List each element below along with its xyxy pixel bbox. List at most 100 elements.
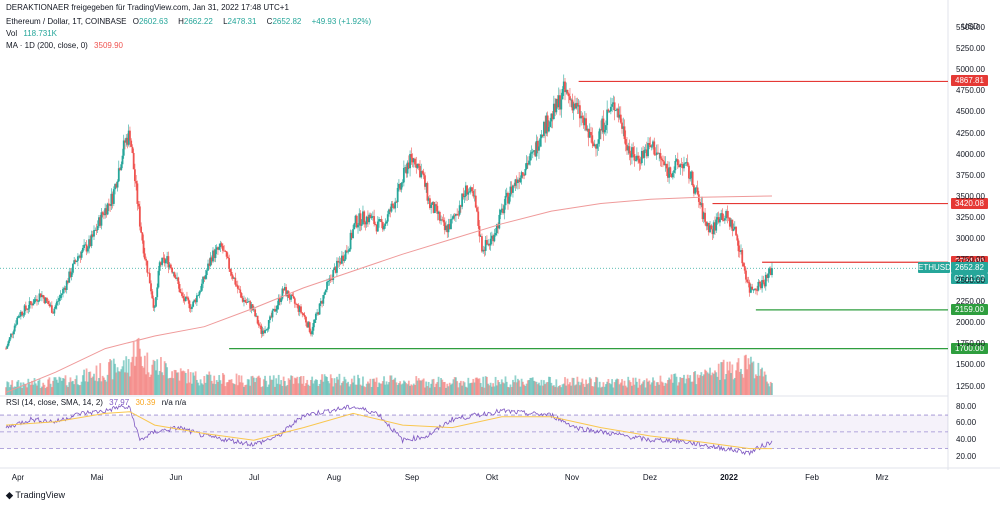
volume-bar <box>525 383 528 395</box>
candle <box>733 226 736 230</box>
candle <box>168 264 171 268</box>
volume-bar <box>231 383 234 395</box>
volume-bar <box>262 379 265 395</box>
volume-bar <box>287 378 290 395</box>
candle <box>224 250 227 252</box>
tradingview-brand: TradingView <box>15 490 65 500</box>
volume-bar <box>429 387 431 395</box>
candle <box>507 192 509 204</box>
volume-bar <box>205 374 208 395</box>
volume-bar <box>312 383 315 395</box>
volume-bar <box>298 376 301 395</box>
candle <box>497 224 499 229</box>
volume-bar <box>378 382 380 395</box>
candle <box>243 299 245 302</box>
candle <box>740 250 742 252</box>
candle <box>176 277 178 279</box>
legend-rsi-line[interactable]: RSI (14, close, SMA, 14, 2) 37.97 30.39 … <box>6 398 190 407</box>
volume-bar <box>665 383 668 395</box>
volume-bar <box>125 356 128 395</box>
candle <box>238 288 240 290</box>
candle <box>472 191 475 197</box>
candle <box>252 309 255 311</box>
legend-symbol-line[interactable]: Ethereum / Dollar, 1T, COINBASE O2602.63… <box>6 17 375 26</box>
candle <box>658 153 661 154</box>
candle <box>380 219 383 223</box>
candle <box>343 259 346 261</box>
volume-bar <box>75 375 78 395</box>
candle <box>593 144 596 147</box>
ohlc-close-label: C <box>266 17 273 26</box>
candle <box>531 151 534 153</box>
volume-bar <box>137 337 140 395</box>
volume-bar <box>695 384 698 395</box>
volume-bar <box>617 379 620 395</box>
candle <box>653 141 656 155</box>
volume-bar <box>143 355 146 395</box>
volume-bar <box>358 378 361 395</box>
candle <box>555 98 558 113</box>
volume-bar <box>493 386 496 395</box>
volume-bar <box>737 358 740 395</box>
volume-bar <box>427 381 430 395</box>
candle <box>327 280 330 282</box>
volume-bar <box>722 359 725 395</box>
legend-ma-line[interactable]: MA · 1D (200, close, 0) 3509.90 <box>6 41 127 50</box>
candle <box>124 140 126 143</box>
candle <box>174 277 177 279</box>
volume-bar <box>354 384 357 395</box>
volume-bar <box>333 378 336 395</box>
candle <box>400 182 403 190</box>
volume-bar <box>754 374 757 395</box>
volume-bar <box>520 378 523 395</box>
y-tick-label: 1250.00 <box>956 381 985 391</box>
legend-volume-line[interactable]: Vol 118.731K <box>6 29 61 38</box>
candle <box>670 173 673 178</box>
y-tick-label: 3000.00 <box>956 233 985 243</box>
volume-bar <box>217 381 219 395</box>
candle <box>166 256 169 261</box>
candle <box>116 181 119 188</box>
volume-bar <box>7 382 10 395</box>
volume-bar <box>24 384 27 395</box>
volume-bar <box>365 383 368 395</box>
volume-bar <box>152 359 155 395</box>
symbol-name[interactable]: Ethereum / Dollar, 1T, COINBASE <box>6 17 127 26</box>
ma-label[interactable]: MA · 1D (200, close, 0) <box>6 41 88 50</box>
volume-bar <box>53 377 56 395</box>
candle <box>483 249 486 251</box>
candle <box>675 159 678 161</box>
volume-bar <box>202 384 204 395</box>
candle <box>256 315 259 324</box>
rsi-label[interactable]: RSI (14, close, SMA, 14, 2) <box>6 398 103 407</box>
volume-bar <box>723 379 726 395</box>
candle <box>404 167 407 168</box>
candle <box>732 229 735 231</box>
tradingview-logo[interactable]: ◆ TradingView <box>6 490 65 501</box>
volume-bar <box>483 387 486 395</box>
currency-label[interactable]: USD <box>962 22 979 31</box>
volume-bar <box>467 377 470 395</box>
candle <box>373 216 376 225</box>
y-tick-label: 2250.00 <box>956 297 985 307</box>
candle <box>79 255 82 258</box>
candle <box>435 204 437 206</box>
volume-bar <box>181 371 183 395</box>
candle <box>111 193 114 204</box>
volume-bar <box>487 383 490 395</box>
volume-bar <box>735 370 737 395</box>
candle <box>613 102 616 111</box>
volume-bar <box>279 384 281 395</box>
candle <box>287 291 290 298</box>
rsi-band <box>0 415 948 449</box>
rsi-sma-line <box>5 411 772 450</box>
volume-bar <box>280 380 283 395</box>
volume-bar <box>39 387 42 395</box>
volume-bar <box>715 372 718 395</box>
volume-bar <box>329 374 332 395</box>
candle <box>148 273 151 284</box>
volume-label[interactable]: Vol <box>6 29 18 38</box>
volume-bar <box>347 381 349 395</box>
